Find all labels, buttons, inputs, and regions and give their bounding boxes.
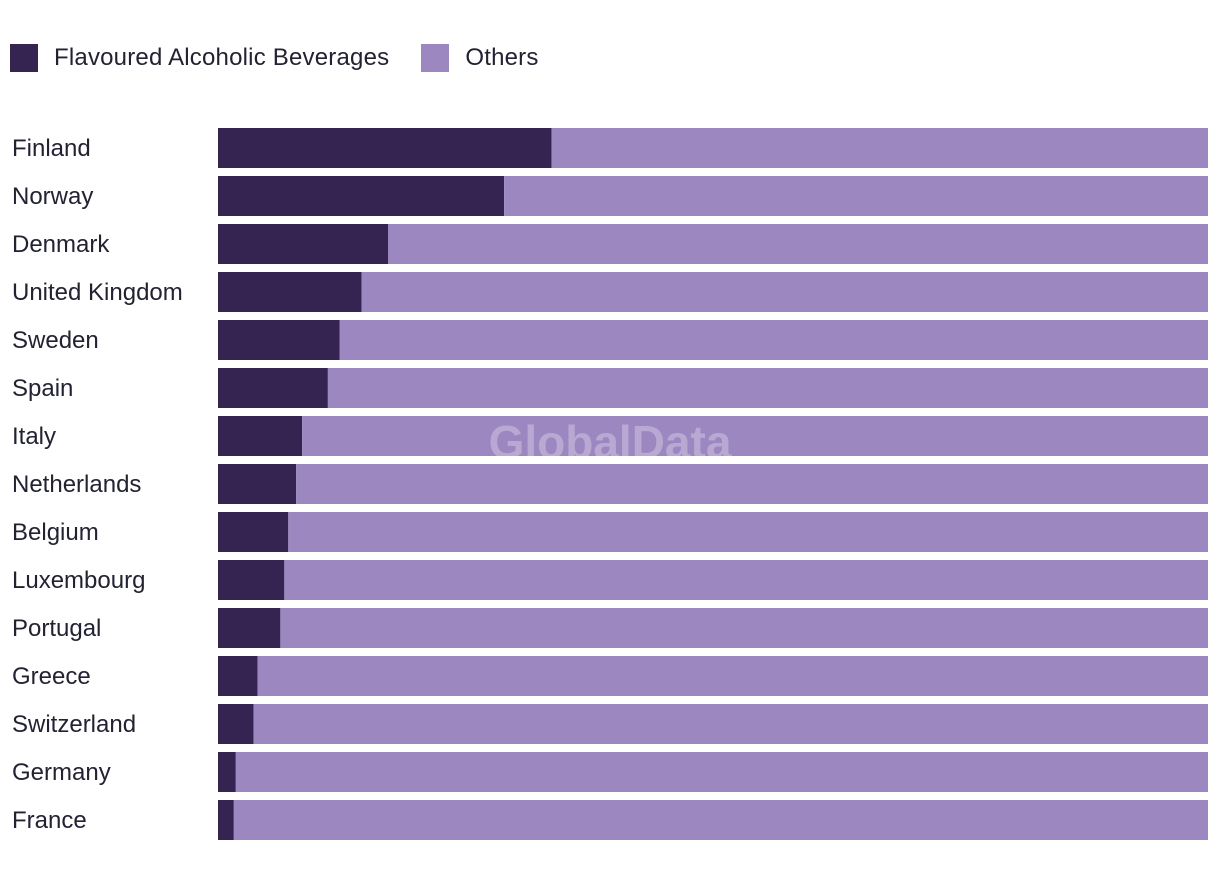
bar-flavoured-germany[interactable]: [218, 752, 236, 792]
bar-flavoured-portugal[interactable]: [218, 608, 281, 648]
bar-others-france[interactable]: [233, 800, 1209, 840]
watermark: GlobalData: [489, 416, 732, 468]
bar-others-belgium[interactable]: [288, 512, 1208, 552]
category-label-denmark: Denmark: [12, 231, 110, 258]
legend-label-flavoured: Flavoured Alcoholic Beverages: [54, 44, 390, 71]
bars-group: [218, 128, 1209, 840]
category-label-italy: Italy: [12, 423, 56, 450]
bar-others-germany[interactable]: [235, 752, 1208, 792]
bar-flavoured-finland[interactable]: [218, 128, 552, 168]
category-label-france: France: [12, 807, 87, 834]
bar-flavoured-switzerland[interactable]: [218, 704, 254, 744]
category-label-switzerland: Switzerland: [12, 711, 136, 738]
bar-others-spain[interactable]: [327, 368, 1208, 408]
legend-item-others[interactable]: Others: [421, 44, 538, 72]
category-label-sweden: Sweden: [12, 327, 99, 354]
bar-flavoured-denmark[interactable]: [218, 224, 389, 264]
bar-others-luxembourg[interactable]: [284, 560, 1209, 600]
bar-flavoured-france[interactable]: [218, 800, 234, 840]
bar-flavoured-netherlands[interactable]: [218, 464, 297, 504]
bar-flavoured-united-kingdom[interactable]: [218, 272, 362, 312]
bar-flavoured-greece[interactable]: [218, 656, 258, 696]
category-label-portugal: Portugal: [12, 615, 101, 642]
bar-flavoured-norway[interactable]: [218, 176, 505, 216]
legend-label-others: Others: [465, 44, 539, 71]
bar-others-greece[interactable]: [257, 656, 1209, 696]
bar-flavoured-luxembourg[interactable]: [218, 560, 285, 600]
legend-swatch-flavoured: [10, 44, 38, 72]
bar-others-united-kingdom[interactable]: [361, 272, 1208, 312]
bar-flavoured-sweden[interactable]: [218, 320, 340, 360]
category-label-spain: Spain: [12, 375, 73, 402]
bar-others-netherlands[interactable]: [296, 464, 1209, 504]
category-label-greece: Greece: [12, 663, 91, 690]
bar-others-denmark[interactable]: [388, 224, 1208, 264]
category-label-norway: Norway: [12, 183, 93, 210]
bar-others-italy[interactable]: [302, 416, 1208, 456]
bar-others-sweden[interactable]: [339, 320, 1208, 360]
bar-others-switzerland[interactable]: [253, 704, 1208, 744]
bar-flavoured-belgium[interactable]: [218, 512, 289, 552]
bar-others-norway[interactable]: [504, 176, 1208, 216]
legend-item-flavoured[interactable]: Flavoured Alcoholic Beverages: [10, 44, 389, 72]
category-label-finland: Finland: [12, 135, 91, 162]
category-label-belgium: Belgium: [12, 519, 99, 546]
category-label-united-kingdom: United Kingdom: [12, 279, 183, 306]
category-label-germany: Germany: [12, 759, 111, 786]
bar-others-finland[interactable]: [551, 128, 1208, 168]
category-labels-group: Finland Norway Denmark United Kingdom Sweden…: [12, 135, 183, 834]
category-label-luxembourg: Luxembourg: [12, 567, 145, 594]
bar-flavoured-spain[interactable]: [218, 368, 328, 408]
legend: Flavoured Alcoholic Beverages Others: [10, 42, 571, 74]
category-label-netherlands: Netherlands: [12, 471, 141, 498]
legend-swatch-others: [421, 44, 450, 72]
bar-flavoured-italy[interactable]: [218, 416, 303, 456]
bar-others-portugal[interactable]: [280, 608, 1208, 648]
